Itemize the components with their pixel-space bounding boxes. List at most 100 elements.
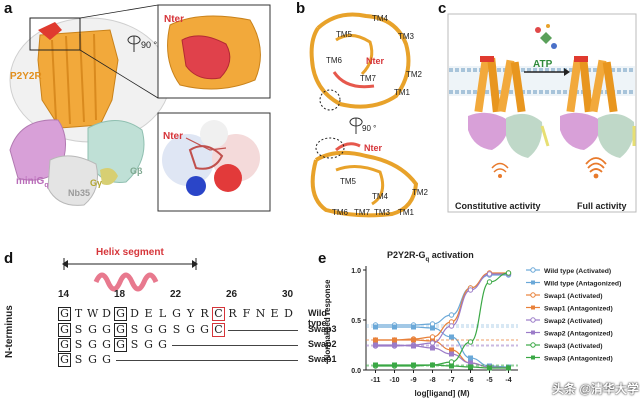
residue: G	[114, 338, 127, 352]
residue: G	[144, 338, 153, 351]
y-tick-label: 1.0	[351, 268, 361, 275]
residue: G	[102, 323, 111, 336]
residue: G	[102, 338, 111, 351]
data-point	[411, 337, 416, 343]
inset-top-nter-label: Nter	[164, 14, 185, 25]
data-point	[392, 324, 397, 330]
legend-label: Swap1 (Antagonized)	[544, 306, 613, 313]
gbeta-density	[87, 120, 145, 184]
residue: Y	[186, 307, 195, 320]
gap-line	[228, 330, 298, 331]
residue: R	[228, 307, 237, 320]
b-top-tm3: TM3	[398, 32, 414, 41]
b-bottom-tm5: TM5	[340, 177, 356, 186]
construct-name: Swap2	[308, 339, 337, 349]
residue: D	[130, 307, 139, 320]
series-line	[375, 273, 509, 347]
legend-label: Swap3 (Antagonized)	[544, 356, 613, 363]
data-point	[506, 365, 511, 371]
b-top-tm5: TM5	[336, 30, 352, 39]
residue: S	[172, 323, 181, 336]
left-signal-icon	[491, 162, 509, 173]
construct-name: Swap3	[308, 324, 337, 334]
b-top-tm2: TM2	[406, 70, 422, 79]
b-bottom-tm3: TM3	[374, 208, 390, 217]
data-point	[430, 362, 435, 368]
x-tick-label: -4	[505, 377, 511, 384]
residue: S	[74, 338, 83, 351]
residue: G	[158, 323, 167, 336]
residue: G	[114, 307, 127, 321]
legend-label: Wild type (Antagonized)	[544, 281, 621, 288]
ggamma-density	[100, 168, 118, 185]
x-tick-label: -8	[429, 377, 435, 384]
residue: G	[186, 323, 195, 336]
data-point	[449, 347, 454, 353]
data-point	[429, 340, 436, 346]
minigq-label: miniGq	[16, 176, 49, 189]
position-number: 22	[170, 289, 182, 300]
residue: G	[58, 307, 71, 321]
residue: D	[284, 307, 293, 320]
panel-d-label: d	[4, 250, 14, 267]
legend-marker	[530, 292, 536, 298]
residue: N	[255, 307, 266, 320]
legend-marker	[530, 267, 536, 273]
data-point	[486, 279, 493, 285]
activation-chart: 0.0 0.5 1.0 -11 -10 -9 -8 -7 -6 -5 -4 log[ligand] (…	[323, 266, 621, 398]
data-point	[430, 325, 435, 331]
panel-b-label: b	[296, 0, 306, 17]
residue: R	[200, 307, 209, 320]
legend-marker	[531, 305, 535, 310]
data-point	[467, 287, 474, 293]
residue: G	[88, 353, 97, 366]
residue: D	[102, 307, 111, 320]
panel-e-label: e	[318, 250, 327, 267]
residue: L	[158, 307, 167, 320]
b-bottom-tm4: TM4	[372, 192, 388, 201]
legend-label: Wild type (Activated)	[544, 268, 611, 275]
b-bottom-tm7: TM7	[354, 208, 370, 217]
residue: S	[130, 338, 139, 351]
legend-marker	[531, 280, 535, 285]
data-point	[487, 365, 492, 371]
b-bottom-tm2: TM2	[412, 188, 428, 197]
data-point	[373, 342, 378, 348]
data-point	[411, 343, 416, 349]
data-point	[373, 337, 378, 343]
legend-marker	[530, 317, 536, 323]
receptor-density	[37, 29, 119, 129]
data-point	[505, 270, 512, 276]
residue: C	[212, 323, 225, 337]
panel-b-figure	[309, 12, 419, 218]
residue: G	[102, 353, 111, 366]
full-activity-caption: Full activity	[577, 201, 627, 211]
x-tick-label: -11	[371, 377, 381, 384]
x-axis-label: log[ligand] (M)	[414, 389, 469, 398]
x-tick-label: -7	[448, 377, 454, 384]
residue: T	[74, 307, 83, 320]
gbeta-label: Gβ	[130, 166, 143, 176]
data-point	[449, 363, 454, 369]
residue: G	[172, 307, 181, 320]
b-top-tm7: TM7	[360, 74, 376, 83]
chart-title: P2Y2R-Gq activation	[387, 250, 474, 263]
x-tick-label: -9	[410, 377, 416, 384]
nb35-label: Nb35	[68, 188, 91, 198]
construct-name: Swap1	[308, 354, 337, 364]
helix-icon	[93, 272, 159, 292]
residue: E	[270, 307, 279, 320]
nter-density	[38, 22, 62, 40]
panel-c-label: c	[438, 0, 447, 17]
residue: G	[144, 323, 153, 336]
y-tick-label: 0.5	[351, 318, 361, 325]
data-point	[392, 362, 397, 368]
residue: S	[74, 323, 83, 336]
atp-label: ATP	[533, 59, 553, 70]
x-tick-label: -5	[486, 377, 492, 384]
legend-label: Swap2 (Antagonized)	[544, 331, 613, 338]
position-number: 18	[114, 289, 126, 300]
residue: G	[88, 323, 97, 336]
residue: G	[58, 353, 71, 367]
legend-label: Swap2 (Activated)	[544, 318, 603, 325]
